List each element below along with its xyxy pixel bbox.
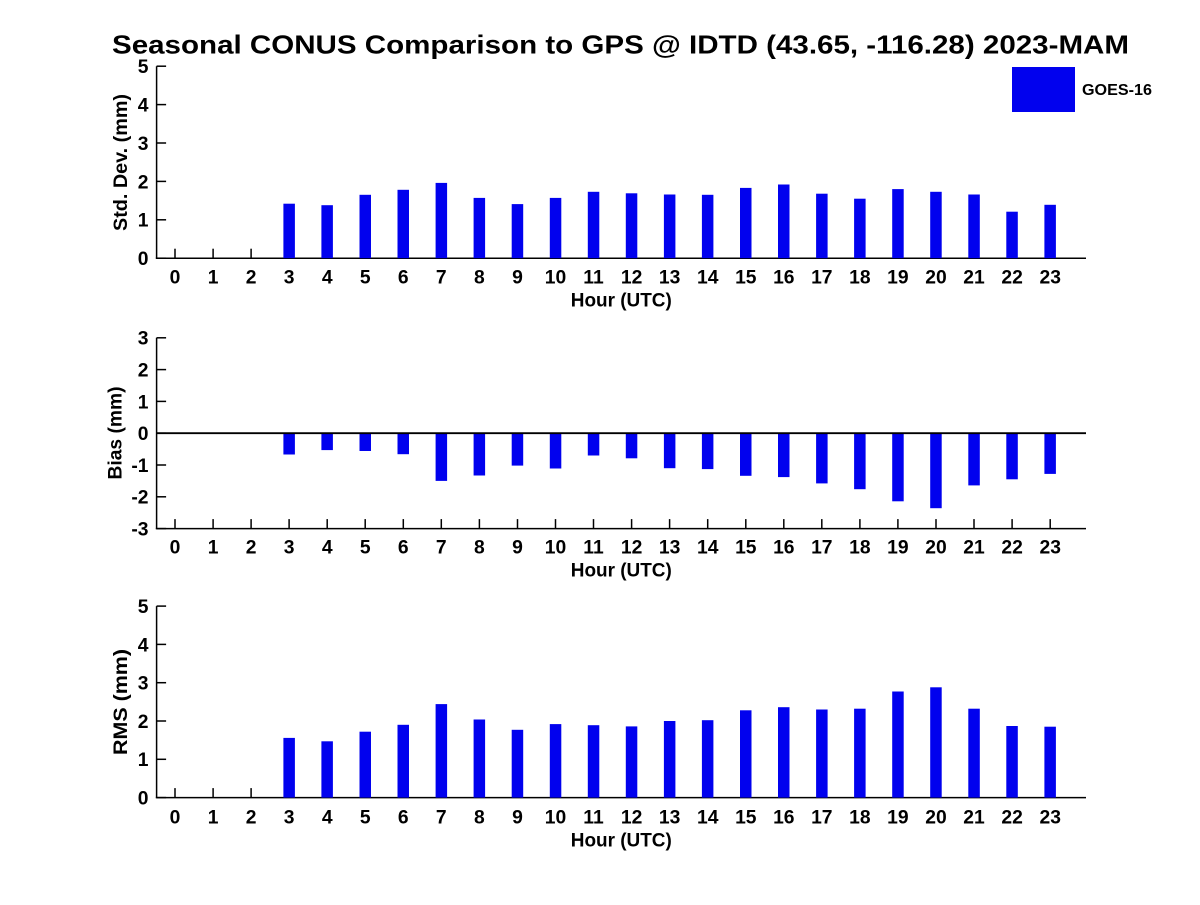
- svg-text:2: 2: [246, 807, 257, 828]
- svg-text:0: 0: [138, 424, 149, 445]
- svg-text:14: 14: [697, 267, 719, 288]
- svg-text:9: 9: [512, 267, 523, 288]
- svg-text:23: 23: [1039, 807, 1061, 828]
- svg-text:10: 10: [545, 267, 566, 288]
- svg-text:7: 7: [436, 267, 447, 288]
- svg-text:Bias (mm): Bias (mm): [105, 387, 126, 480]
- svg-text:8: 8: [474, 537, 485, 558]
- svg-text:GOES-16: GOES-16: [1082, 82, 1152, 99]
- svg-text:1: 1: [138, 392, 149, 413]
- svg-text:18: 18: [849, 807, 871, 828]
- svg-text:20: 20: [925, 537, 946, 558]
- svg-text:21: 21: [963, 267, 985, 288]
- svg-text:2: 2: [138, 361, 149, 382]
- svg-text:3: 3: [138, 329, 149, 350]
- svg-text:Hour (UTC): Hour (UTC): [571, 831, 672, 852]
- svg-text:1: 1: [138, 211, 149, 232]
- svg-text:10: 10: [545, 807, 566, 828]
- svg-text:4: 4: [322, 537, 333, 558]
- svg-text:7: 7: [436, 537, 447, 558]
- svg-text:-2: -2: [131, 488, 148, 509]
- svg-text:Std. Dev. (mm): Std. Dev. (mm): [111, 94, 132, 231]
- svg-text:5: 5: [360, 537, 371, 558]
- svg-text:21: 21: [963, 537, 985, 558]
- svg-text:5: 5: [360, 267, 371, 288]
- svg-text:16: 16: [773, 537, 795, 558]
- svg-text:3: 3: [284, 267, 295, 288]
- svg-text:3: 3: [138, 674, 149, 695]
- svg-text:8: 8: [474, 267, 485, 288]
- svg-text:Hour (UTC): Hour (UTC): [571, 291, 672, 312]
- svg-text:3: 3: [284, 537, 295, 558]
- svg-text:16: 16: [773, 807, 795, 828]
- svg-text:4: 4: [138, 96, 149, 117]
- svg-text:14: 14: [697, 807, 719, 828]
- svg-text:9: 9: [512, 537, 523, 558]
- svg-text:22: 22: [1001, 537, 1022, 558]
- svg-text:22: 22: [1001, 807, 1022, 828]
- svg-text:5: 5: [360, 807, 371, 828]
- svg-text:4: 4: [138, 635, 149, 656]
- svg-text:21: 21: [963, 807, 985, 828]
- svg-text:17: 17: [811, 807, 832, 828]
- svg-text:17: 17: [811, 267, 832, 288]
- svg-text:22: 22: [1001, 267, 1022, 288]
- svg-text:18: 18: [849, 267, 871, 288]
- svg-text:18: 18: [849, 537, 871, 558]
- svg-text:5: 5: [138, 57, 149, 78]
- svg-text:19: 19: [887, 807, 908, 828]
- svg-text:9: 9: [512, 807, 523, 828]
- svg-text:14: 14: [697, 537, 719, 558]
- svg-text:0: 0: [170, 537, 181, 558]
- svg-text:20: 20: [925, 807, 946, 828]
- svg-text:Seasonal CONUS Comparison to G: Seasonal CONUS Comparison to GPS @ IDTD …: [112, 31, 1129, 59]
- svg-text:8: 8: [474, 807, 485, 828]
- svg-text:6: 6: [398, 807, 409, 828]
- svg-text:11: 11: [583, 537, 604, 558]
- svg-text:17: 17: [811, 537, 832, 558]
- svg-text:12: 12: [621, 537, 642, 558]
- svg-text:2: 2: [138, 172, 149, 193]
- svg-text:19: 19: [887, 537, 908, 558]
- svg-text:20: 20: [925, 267, 946, 288]
- svg-text:0: 0: [170, 807, 181, 828]
- svg-text:6: 6: [398, 267, 409, 288]
- svg-text:0: 0: [138, 789, 149, 810]
- svg-text:10: 10: [545, 537, 566, 558]
- svg-text:2: 2: [138, 712, 149, 733]
- svg-text:16: 16: [773, 267, 795, 288]
- svg-text:15: 15: [735, 807, 757, 828]
- svg-text:Hour (UTC): Hour (UTC): [571, 561, 672, 582]
- svg-text:15: 15: [735, 267, 757, 288]
- svg-text:2: 2: [246, 267, 257, 288]
- svg-text:11: 11: [583, 807, 604, 828]
- svg-text:-3: -3: [131, 520, 148, 541]
- svg-text:1: 1: [208, 537, 219, 558]
- svg-text:12: 12: [621, 267, 642, 288]
- svg-text:23: 23: [1039, 267, 1061, 288]
- svg-text:1: 1: [208, 267, 219, 288]
- svg-text:11: 11: [583, 267, 604, 288]
- svg-text:19: 19: [887, 267, 908, 288]
- svg-text:6: 6: [398, 537, 409, 558]
- svg-text:0: 0: [170, 267, 181, 288]
- svg-text:7: 7: [436, 807, 447, 828]
- svg-text:4: 4: [322, 807, 333, 828]
- svg-text:2: 2: [246, 537, 257, 558]
- svg-text:5: 5: [138, 597, 149, 618]
- svg-text:3: 3: [138, 134, 149, 155]
- svg-text:4: 4: [322, 267, 333, 288]
- svg-text:23: 23: [1039, 537, 1061, 558]
- svg-text:1: 1: [208, 807, 219, 828]
- svg-text:13: 13: [659, 537, 681, 558]
- svg-text:-1: -1: [131, 456, 148, 477]
- svg-text:0: 0: [138, 249, 149, 270]
- svg-text:3: 3: [284, 807, 295, 828]
- svg-text:12: 12: [621, 807, 642, 828]
- svg-text:13: 13: [659, 267, 681, 288]
- svg-text:1: 1: [138, 750, 149, 771]
- svg-text:RMS (mm): RMS (mm): [111, 649, 132, 755]
- svg-text:15: 15: [735, 537, 757, 558]
- svg-text:13: 13: [659, 807, 681, 828]
